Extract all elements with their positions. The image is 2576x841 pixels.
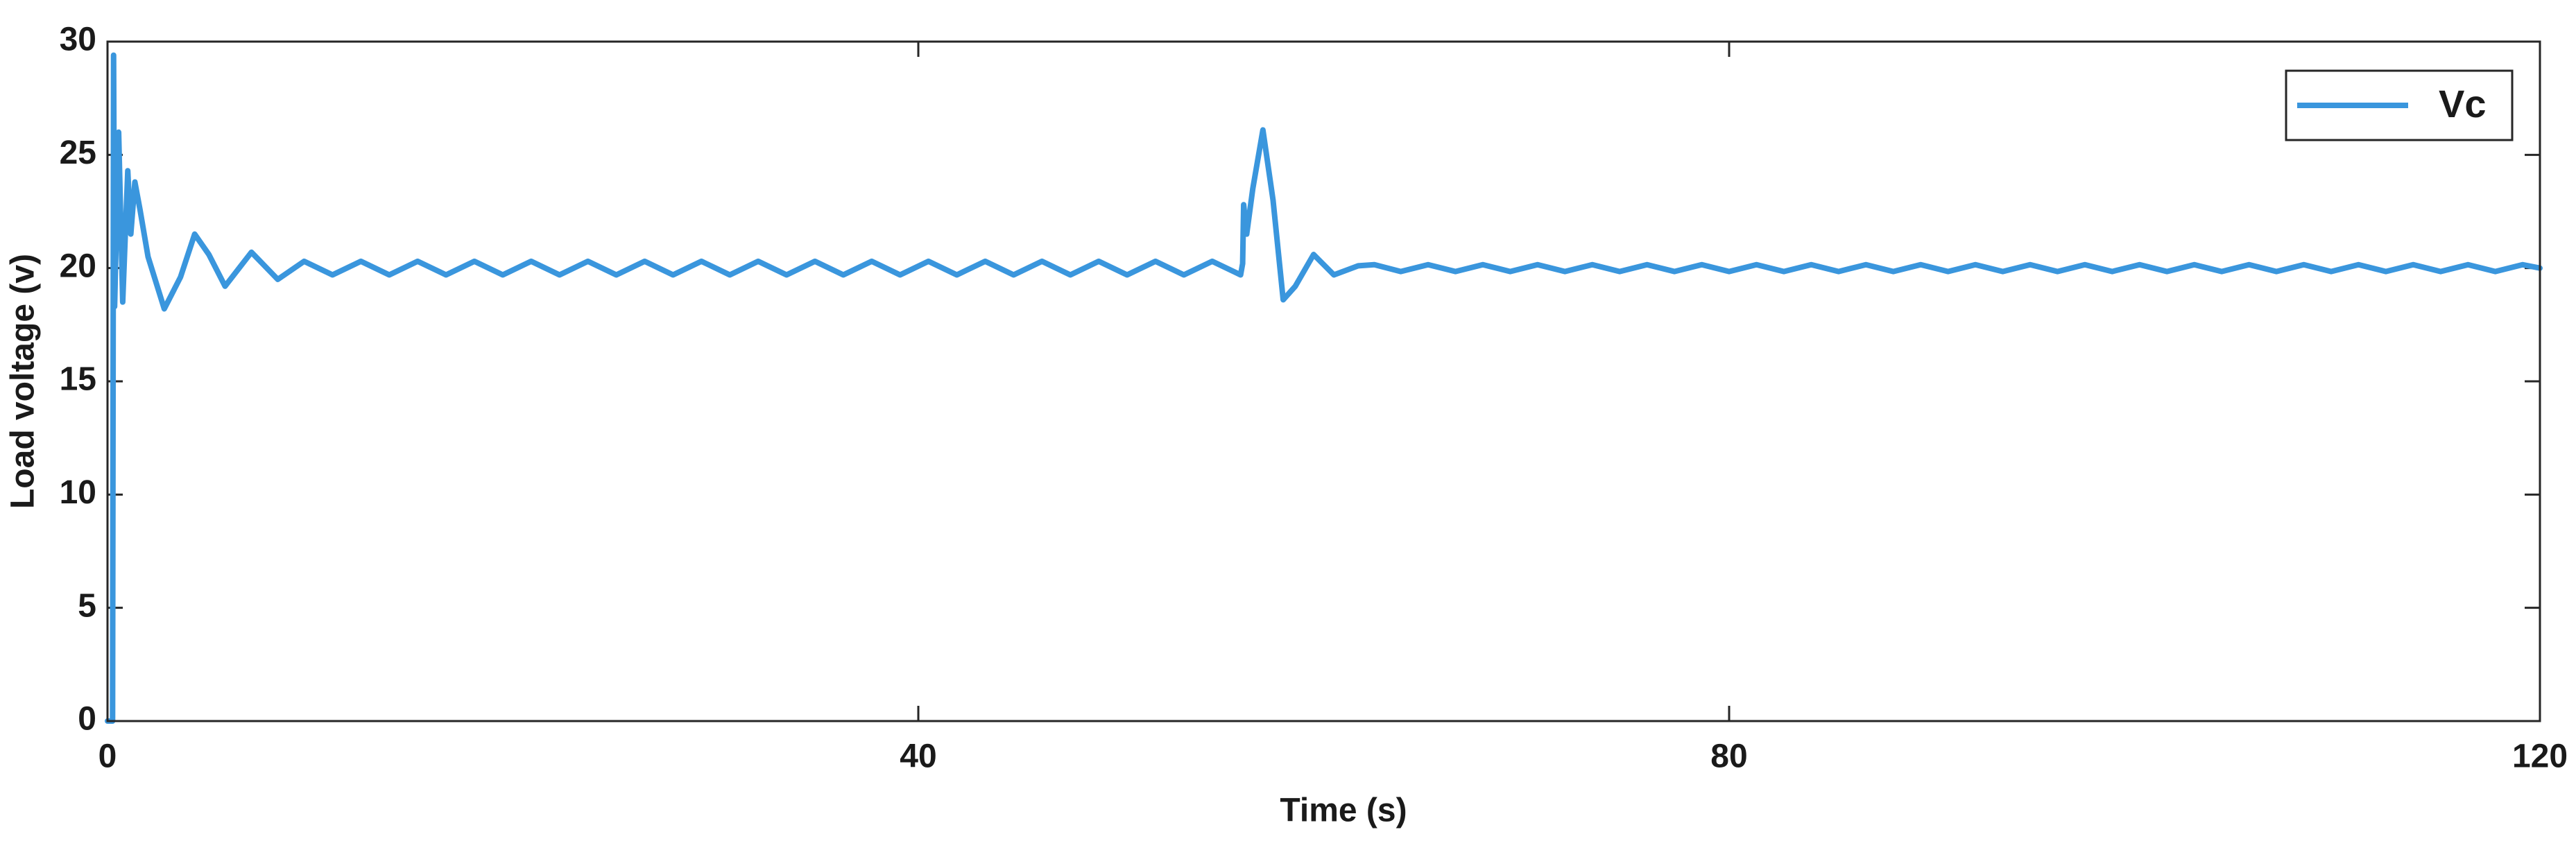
data-line: [105, 52, 2543, 724]
y-tick-label: 10: [60, 474, 96, 511]
y-tick-label: 0: [78, 701, 96, 738]
x-axis-label: Time (s): [1280, 792, 1407, 829]
legend-label: Vc: [2439, 82, 2487, 125]
plot-frame: [106, 40, 2541, 722]
x-tick-label: 80: [1710, 738, 1747, 775]
y-tick-label: 30: [60, 21, 96, 58]
x-tick-label: 40: [900, 738, 936, 775]
y-tick-label: 25: [60, 135, 96, 171]
y-tick-label: 20: [60, 248, 96, 284]
y-tick-label: 15: [60, 361, 96, 398]
y-tick-label: 5: [78, 587, 96, 624]
x-tick-label: 0: [98, 738, 117, 775]
y-axis-label: Load voltage (v): [5, 254, 42, 509]
x-tick-label: 120: [2512, 738, 2568, 775]
